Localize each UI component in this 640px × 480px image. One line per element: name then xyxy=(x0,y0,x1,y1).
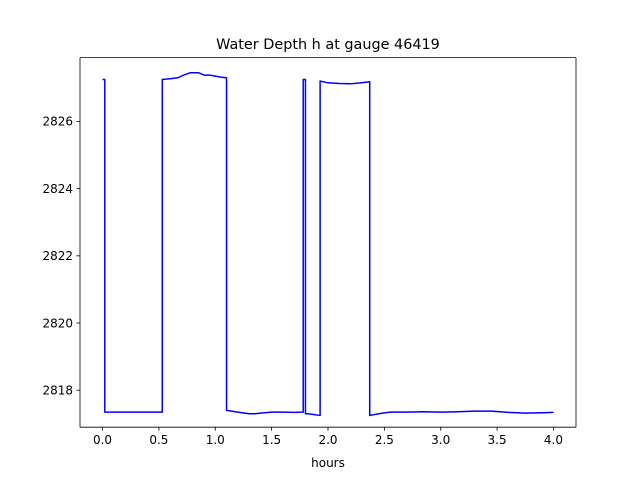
x-tick-label: 0.5 xyxy=(149,433,168,447)
y-tick-label: 2820 xyxy=(42,316,73,330)
x-tick-label: 0.0 xyxy=(93,433,112,447)
x-tick-label: 4.0 xyxy=(544,433,563,447)
x-tick-label: 1.0 xyxy=(206,433,225,447)
x-axis-label: hours xyxy=(311,456,345,470)
x-tick-label: 3.5 xyxy=(488,433,507,447)
x-tick-label: 2.0 xyxy=(318,433,337,447)
y-tick-label: 2826 xyxy=(42,115,73,129)
y-tick-label: 2822 xyxy=(42,249,73,263)
x-tick-label: 3.0 xyxy=(431,433,450,447)
y-tick-label: 2824 xyxy=(42,182,73,196)
plot-area xyxy=(80,57,576,428)
y-tick-label: 2818 xyxy=(42,384,73,398)
series-layer xyxy=(102,71,554,417)
series-line-0 xyxy=(102,71,554,417)
x-tick-label: 1.5 xyxy=(262,433,281,447)
chart-title: Water Depth h at gauge 46419 xyxy=(216,37,440,53)
axes-layer: 0.0 0.5 1.0 1.5 2.0 2.5 3.0 3.5 4.0 2818 2820 2822 2… xyxy=(42,57,577,447)
x-tick-label: 2.5 xyxy=(375,433,394,447)
